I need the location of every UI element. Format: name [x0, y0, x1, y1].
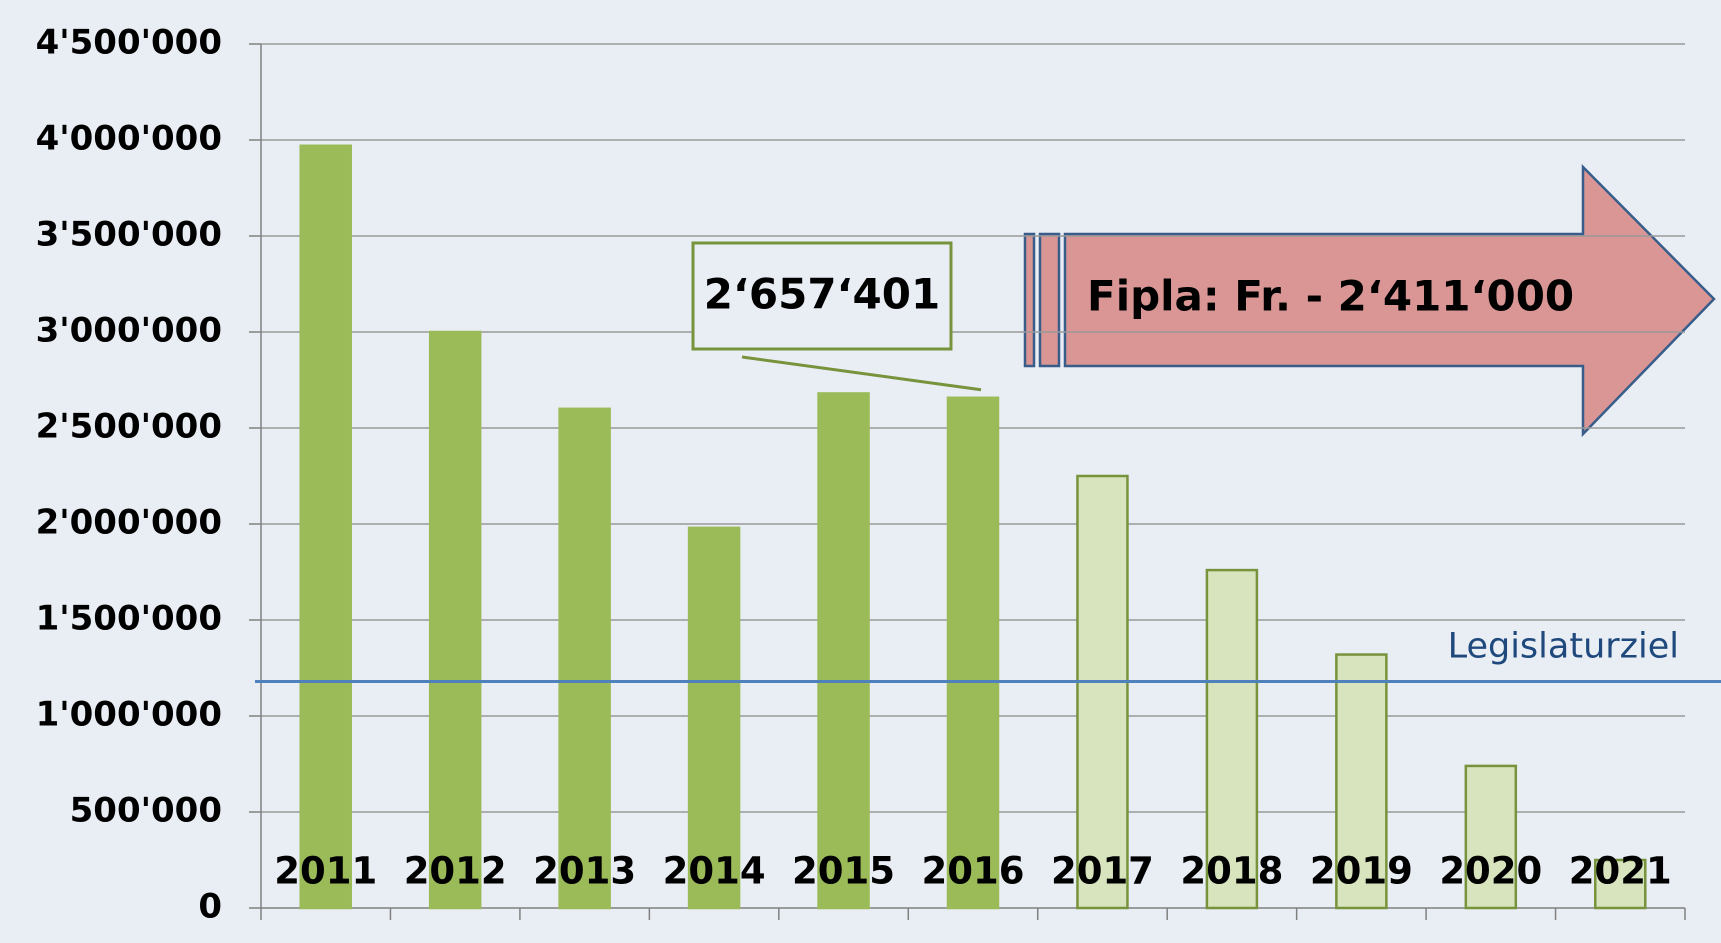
- y-tick-label: 2'000'000: [36, 503, 222, 543]
- arrow-tail-bar: [1023, 232, 1036, 368]
- y-tick-label: 2'500'000: [36, 407, 222, 447]
- x-tick-label: 2019: [1310, 850, 1413, 893]
- bar: [1464, 764, 1518, 910]
- y-tick-label: 4'500'000: [36, 23, 222, 63]
- y-tick-label: 1'500'000: [36, 599, 222, 639]
- callout-box: [691, 241, 953, 351]
- callout-line: [741, 355, 982, 392]
- bar: [946, 396, 1000, 910]
- x-tick-label: 2015: [792, 850, 895, 893]
- bar: [687, 526, 741, 910]
- y-tick-label: 1'000'000: [36, 695, 222, 735]
- arrow-tail-bar: [1038, 232, 1061, 368]
- bar: [558, 407, 611, 910]
- x-tick-label: 2014: [663, 850, 766, 893]
- y-tick-label: 4'000'000: [36, 119, 222, 159]
- bar: [299, 144, 352, 910]
- x-tick-label: 2017: [1051, 850, 1154, 893]
- x-tick-label: 2011: [274, 850, 377, 893]
- x-tick-label: 2012: [404, 850, 507, 893]
- bar: [817, 392, 870, 910]
- x-tick-label: 2018: [1180, 850, 1283, 893]
- value-label: 2‘657‘401: [704, 270, 940, 319]
- bar: [1594, 858, 1647, 910]
- target-label: Legislaturziel: [1448, 626, 1679, 666]
- y-tick-label: 3'000'000: [36, 311, 222, 351]
- y-tick-label: 0: [198, 887, 222, 927]
- bar: [1205, 568, 1259, 910]
- y-tick-label: 3'500'000: [36, 215, 222, 255]
- x-tick-label: 2013: [533, 850, 636, 893]
- x-tick-label: 2021: [1569, 850, 1672, 893]
- arrow-text: Fipla: Fr. - 2‘411‘000: [1087, 272, 1574, 321]
- arrow: [1063, 163, 1716, 438]
- bar: [1076, 474, 1129, 910]
- x-tick-label: 2020: [1439, 850, 1542, 893]
- y-tick-label: 500'000: [70, 791, 222, 831]
- bar: [1335, 653, 1388, 910]
- bar: [428, 330, 482, 910]
- x-tick-label: 2016: [922, 850, 1025, 893]
